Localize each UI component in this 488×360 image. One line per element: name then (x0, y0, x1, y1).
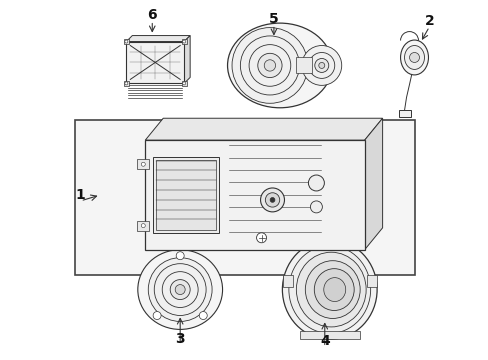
Circle shape (176, 252, 184, 260)
Bar (126, 41, 184, 84)
Circle shape (265, 193, 279, 207)
Ellipse shape (314, 269, 353, 310)
Circle shape (408, 53, 419, 62)
Ellipse shape (288, 246, 370, 333)
Text: 5: 5 (268, 12, 278, 26)
Bar (123, 39, 128, 44)
Bar (75, 120, 414, 275)
Bar (296, 58, 311, 73)
Ellipse shape (282, 240, 376, 339)
Circle shape (269, 198, 274, 202)
Circle shape (183, 40, 185, 43)
Text: 6: 6 (147, 8, 157, 22)
Circle shape (170, 280, 190, 300)
Circle shape (318, 62, 324, 68)
Circle shape (141, 162, 145, 166)
Circle shape (175, 285, 185, 294)
Circle shape (141, 224, 145, 228)
Circle shape (308, 175, 324, 191)
Bar (137, 159, 149, 169)
Circle shape (153, 311, 161, 320)
Circle shape (183, 82, 185, 85)
Ellipse shape (305, 261, 360, 319)
Bar (145, 140, 364, 250)
Circle shape (124, 82, 127, 85)
Circle shape (124, 40, 127, 43)
Text: 4: 4 (319, 334, 329, 348)
Polygon shape (126, 36, 190, 41)
Circle shape (148, 258, 212, 321)
Ellipse shape (138, 250, 222, 329)
Text: 1: 1 (76, 188, 85, 202)
Ellipse shape (227, 23, 331, 108)
Circle shape (264, 60, 275, 71)
Ellipse shape (400, 40, 427, 75)
Polygon shape (364, 118, 382, 250)
Bar (366, 275, 376, 287)
Circle shape (232, 28, 307, 103)
Ellipse shape (404, 45, 424, 69)
Bar (156, 159, 216, 230)
Bar (299, 332, 359, 339)
Bar (182, 39, 186, 44)
Ellipse shape (296, 252, 366, 327)
Bar (153, 157, 219, 233)
Circle shape (256, 233, 266, 243)
Bar (182, 81, 186, 86)
Ellipse shape (323, 278, 345, 302)
Circle shape (310, 201, 322, 213)
Circle shape (260, 188, 284, 212)
Bar (137, 221, 149, 231)
Circle shape (257, 53, 282, 77)
Circle shape (199, 311, 207, 320)
Polygon shape (145, 118, 382, 140)
Circle shape (301, 45, 341, 85)
Bar (123, 81, 128, 86)
Text: 3: 3 (175, 332, 184, 346)
Text: 2: 2 (424, 14, 433, 28)
Circle shape (314, 58, 328, 72)
Bar (283, 275, 292, 287)
Polygon shape (184, 36, 190, 84)
Bar (398, 110, 410, 117)
